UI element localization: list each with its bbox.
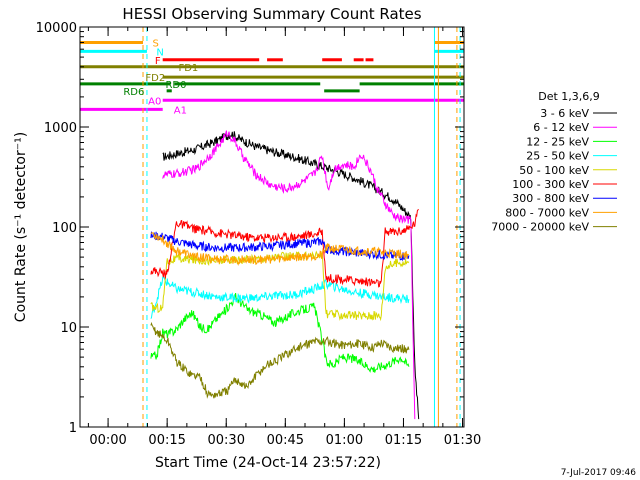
y-tick-label: 100 [52, 221, 77, 236]
legend-label: 25 - 50 keV [526, 150, 589, 163]
x-tick-label: 01:30 [444, 433, 481, 448]
x-tick-label: 01:15 [385, 433, 422, 448]
series-line-2 [162, 130, 416, 420]
legend-label: 3 - 6 keV [540, 107, 589, 120]
x-tick-label: 00:30 [208, 433, 245, 448]
y-axis-label: Count Rate (s⁻¹ detector⁻¹) [13, 132, 29, 322]
instrument-flag-layer [80, 40, 464, 111]
x-tick-label: 01:00 [326, 433, 363, 448]
flag-label-fd2: FD2 [145, 73, 165, 84]
flag-label-f: F [155, 56, 161, 67]
legend-label: 6 - 12 keV [533, 121, 589, 134]
y-tick-label: 10 [60, 321, 77, 336]
series-layer [150, 130, 420, 420]
flag-label-n: N [156, 47, 163, 58]
flag-label-s: S [152, 38, 158, 49]
chart-title: HESSI Observing Summary Count Rates [122, 5, 421, 23]
legend-title: Det 1,3,6,9 [538, 90, 600, 103]
x-tick-label: 00:45 [267, 433, 304, 448]
x-axis-label: Start Time (24-Oct-14 23:57:22) [155, 455, 381, 471]
legend-label: 12 - 25 keV [526, 135, 589, 148]
x-tick-label: 00:00 [89, 433, 126, 448]
series-line-6 [150, 208, 419, 288]
footer-date: 7-Jul-2017 09:46 [561, 468, 637, 478]
series-line-3 [150, 293, 410, 373]
y-tick-label: 1000 [44, 121, 77, 136]
x-tick-label: 00:15 [148, 433, 185, 448]
flag-label-rd6: RD6 [123, 87, 144, 98]
flag-label-rd0: RD0 [165, 80, 186, 91]
series-line-9 [150, 321, 410, 399]
legend-label: 7000 - 20000 keV [491, 221, 589, 234]
series-line-1 [162, 131, 420, 420]
legend-label: 50 - 100 keV [519, 164, 589, 177]
y-tick-label: 1 [69, 421, 77, 436]
flag-label-a0: A0 [148, 96, 161, 107]
legend-label: 800 - 7000 keV [505, 206, 589, 219]
flag-label-fd1: FD1 [178, 63, 198, 74]
legend-label: 100 - 300 keV [512, 178, 589, 191]
series-line-4 [150, 276, 410, 319]
y-tick-label: 10000 [36, 21, 77, 36]
series-line-8 [150, 232, 409, 266]
flag-label-a1: A1 [174, 105, 187, 116]
legend-label: 300 - 800 keV [512, 192, 589, 205]
